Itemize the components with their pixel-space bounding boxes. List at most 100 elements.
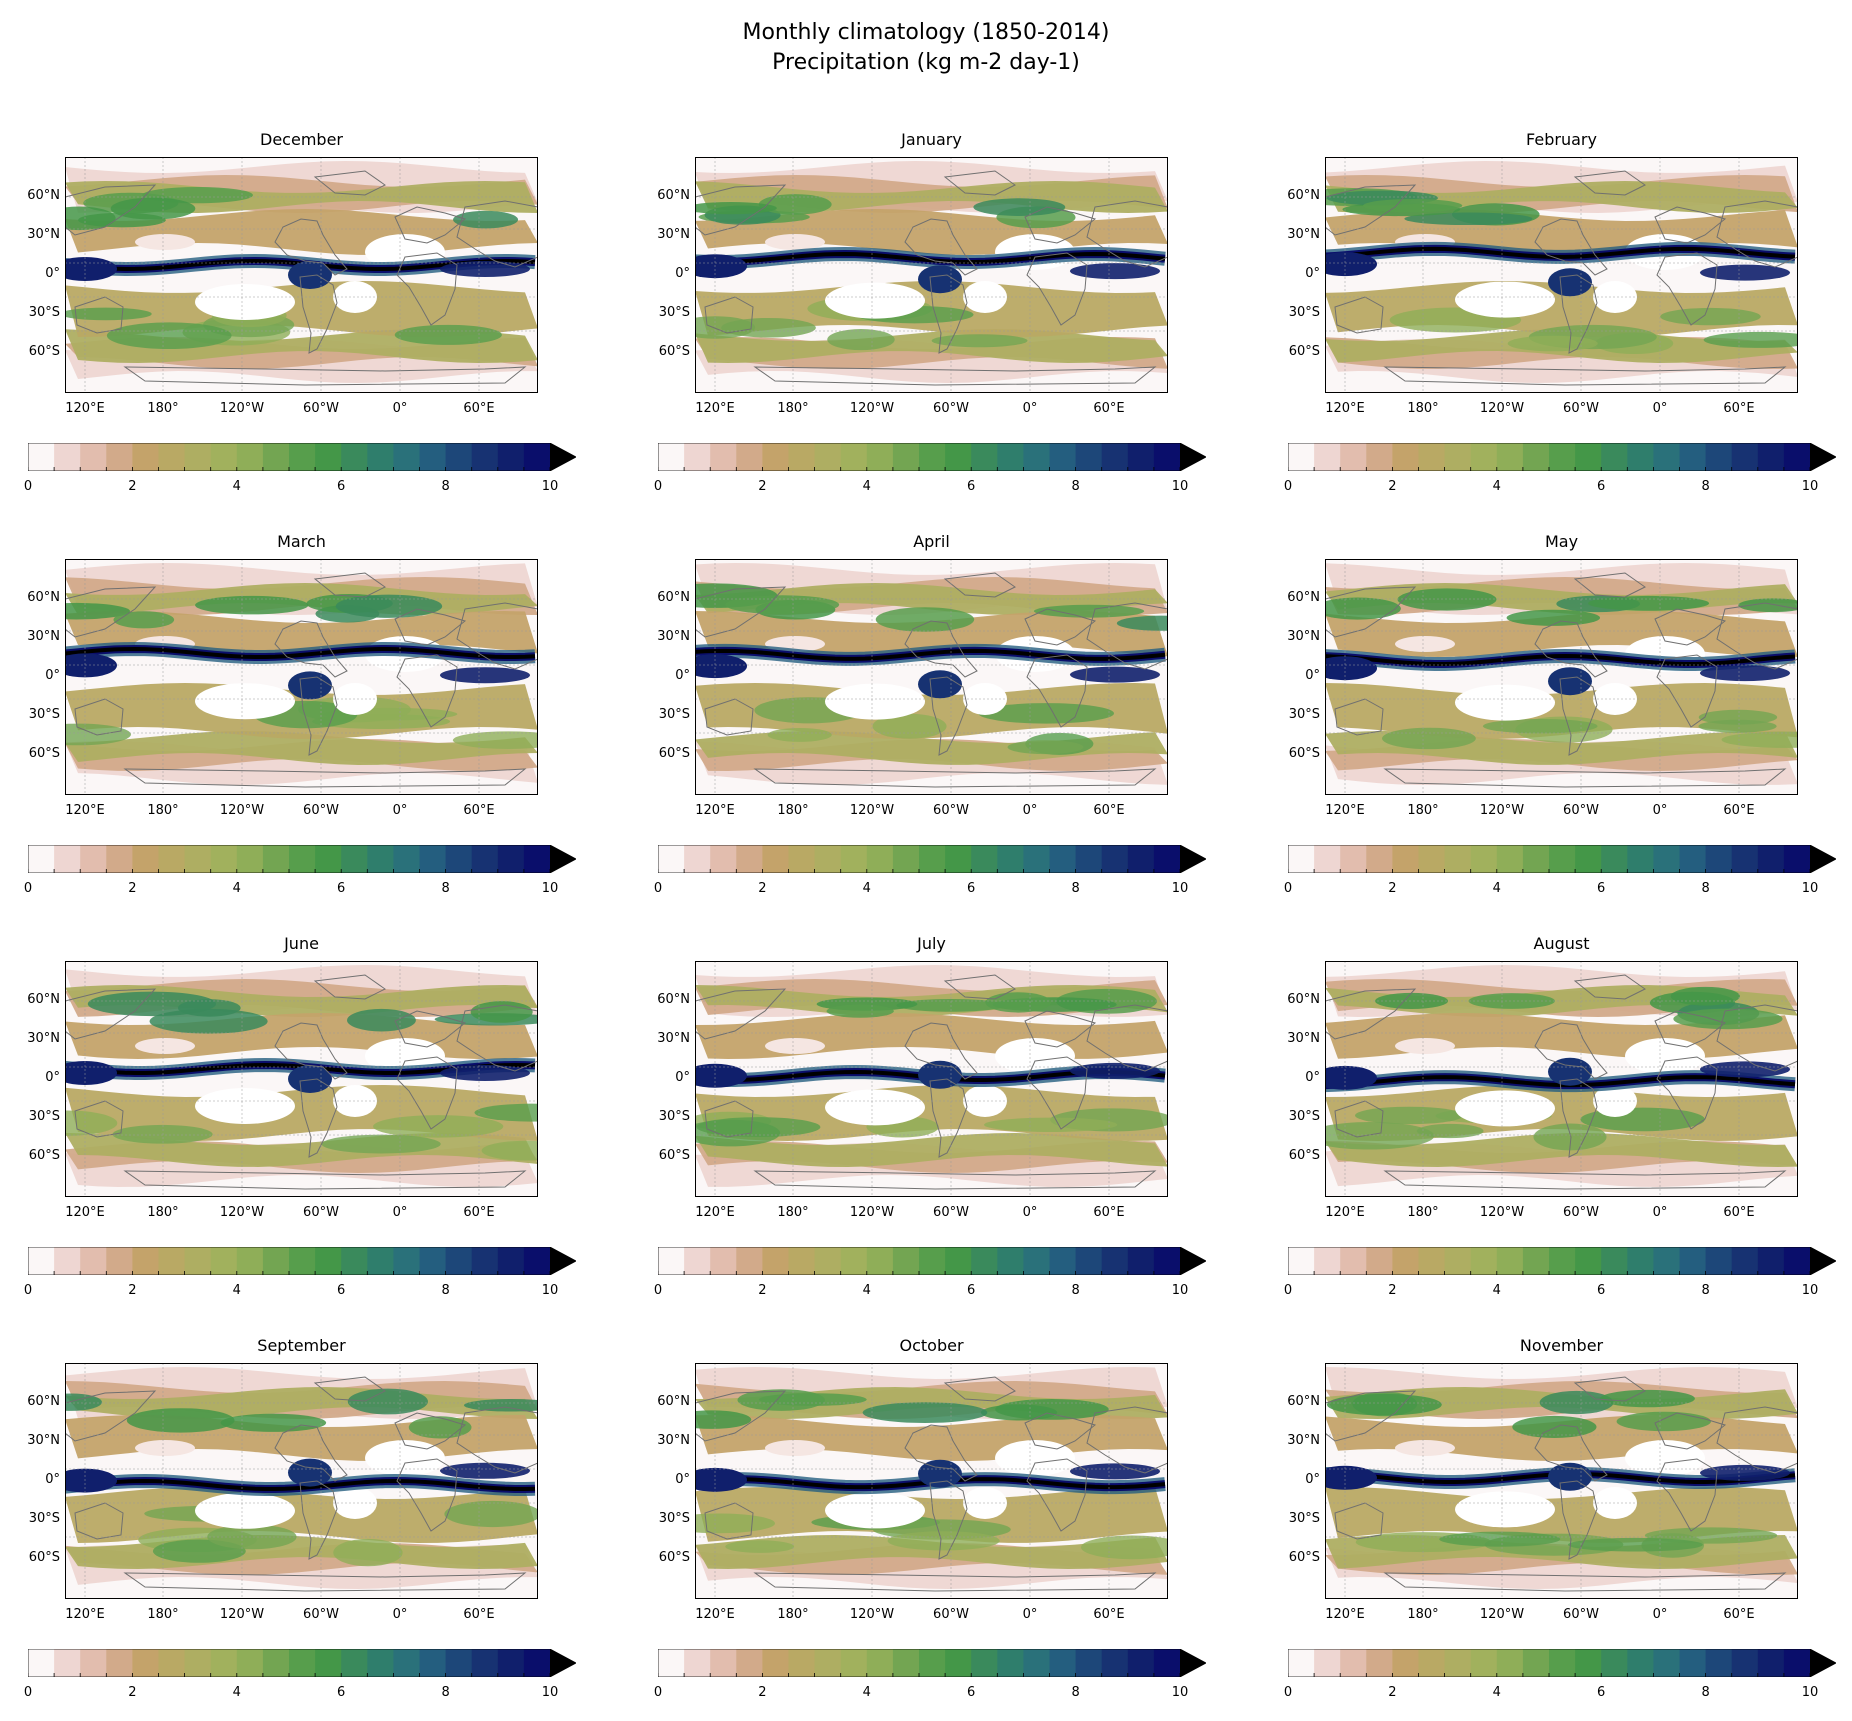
colorbar-segment	[1153, 1649, 1181, 1677]
precipitation-map-svg	[1325, 1363, 1798, 1599]
colorbar-segment	[184, 1247, 212, 1275]
colorbar-segment	[315, 845, 342, 873]
latitude-tick-label: 30°N	[27, 1031, 60, 1046]
colorbar-segment	[184, 1649, 212, 1677]
colorbar-segment	[28, 1649, 55, 1677]
colorbar-segment	[132, 845, 159, 873]
colorbar-segment	[54, 1649, 81, 1677]
longitude-tick-label: 180°	[1407, 401, 1439, 416]
longitude-tick-label: 60°E	[1723, 803, 1755, 818]
colorbar-segment	[840, 443, 868, 471]
colorbar-segment	[80, 1649, 107, 1677]
colorbar-segment	[341, 443, 368, 471]
colorbar-segment	[814, 1247, 842, 1275]
colorbar-segment	[1075, 845, 1103, 873]
colorbar-segment	[762, 1649, 789, 1677]
longitude-tick-label: 120°W	[1479, 803, 1525, 818]
colorbar-segment	[1444, 1649, 1472, 1677]
figure-title-line1: Monthly climatology (1850-2014)	[742, 20, 1110, 45]
colorbar-segment	[1418, 1247, 1446, 1275]
colorbar-tick-label: 2	[758, 881, 767, 896]
longitude-tick-label: 60°W	[1563, 803, 1599, 818]
longitude-tick-label: 120°W	[849, 1205, 895, 1220]
latitude-tick-label: 30°S	[28, 1511, 60, 1526]
latitude-tick-label: 60°S	[1288, 1148, 1320, 1163]
colorbar-segment	[1366, 1649, 1393, 1677]
colorbar-segment	[315, 1247, 342, 1275]
colorbar-extend-arrow	[1810, 845, 1836, 873]
colorbar-segment	[1601, 1649, 1628, 1677]
colorbar-segment	[1366, 1247, 1393, 1275]
latitude-tick-label: 60°N	[27, 1394, 60, 1409]
precipitation-map	[65, 1363, 538, 1599]
colorbar-segment	[1549, 845, 1576, 873]
latitude-tick-label: 30°N	[1287, 1031, 1320, 1046]
longitude-tick-label: 0°	[1652, 1205, 1668, 1220]
latitude-tick-label: 60°S	[658, 344, 690, 359]
colorbar-tick-label: 10	[1801, 479, 1819, 494]
colorbar-segment	[840, 845, 868, 873]
colorbar-segment	[1601, 443, 1628, 471]
colorbar-segment	[736, 1247, 763, 1275]
colorbar-segment	[1679, 845, 1707, 873]
colorbar-extend-arrow	[550, 1247, 576, 1275]
colorbar-tick-label: 6	[1597, 1685, 1606, 1700]
colorbar-tick-label: 8	[1701, 479, 1710, 494]
latitude-tick-label: 60°S	[1288, 1550, 1320, 1565]
latitude-tick-label: 0°	[45, 266, 60, 281]
colorbar-svg	[657, 442, 1207, 472]
colorbar-segment	[1575, 845, 1602, 873]
colorbar-tick-label: 2	[1388, 1685, 1397, 1700]
longitude-tick-label: 60°W	[303, 401, 339, 416]
map-panel: July 60°N 30°N 0° 30°S 60°S 120°E 180° 120°W 60°W…	[630, 804, 1207, 1298]
precipitation-map-svg	[695, 1363, 1168, 1599]
longitude-tick-label: 180°	[1407, 1205, 1439, 1220]
colorbar-tick-label: 6	[1597, 881, 1606, 896]
panel-month-title: November	[1519, 1336, 1604, 1355]
longitude-tick-label: 60°E	[463, 401, 495, 416]
colorbar-tick-label: 0	[653, 1283, 663, 1298]
figure-title-line2: Precipitation (kg m-2 day-1)	[772, 50, 1080, 75]
latitude-tick-label: 30°N	[657, 227, 690, 242]
precipitation-map	[1325, 1363, 1798, 1599]
longitude-tick-label: 0°	[392, 401, 408, 416]
colorbar	[657, 442, 1207, 472]
latitude-tick-label: 0°	[45, 1070, 60, 1085]
latitude-tick-label: 30°S	[658, 305, 690, 320]
colorbar-tick-label: 6	[967, 1283, 976, 1298]
colorbar-segment	[1314, 1649, 1341, 1677]
colorbar-segment	[419, 845, 447, 873]
colorbar-segment	[1470, 443, 1498, 471]
colorbar-segment	[1418, 443, 1446, 471]
map-panel: May 60°N 30°N 0° 30°S 60°S 120°E 180° 120°W 60°W 0…	[1260, 402, 1837, 896]
colorbar-segment	[1601, 845, 1628, 873]
colorbar	[27, 1246, 577, 1276]
latitude-tick-label: 60°N	[1287, 992, 1320, 1007]
colorbar-segment	[710, 443, 737, 471]
colorbar-segment	[1288, 1247, 1315, 1275]
latitude-tick-label: 30°N	[657, 1031, 690, 1046]
colorbar-segment	[1731, 1649, 1759, 1677]
colorbar-segment	[945, 443, 972, 471]
colorbar-tick-label: 8	[441, 1685, 450, 1700]
colorbar-segment	[80, 845, 107, 873]
colorbar-segment	[1575, 443, 1602, 471]
colorbar-segment	[1705, 1247, 1733, 1275]
colorbar-segment	[919, 1649, 946, 1677]
colorbar-tick-label: 8	[1701, 1685, 1710, 1700]
colorbar-segment	[710, 1649, 737, 1677]
colorbar-segment	[1627, 443, 1654, 471]
colorbar-segment	[184, 845, 212, 873]
latitude-tick-label: 30°N	[27, 629, 60, 644]
colorbar-segment	[1049, 443, 1077, 471]
colorbar-segment	[523, 1649, 551, 1677]
colorbar-segment	[1496, 1649, 1524, 1677]
colorbar-segment	[788, 1649, 816, 1677]
colorbar-segment	[710, 845, 737, 873]
precipitation-map-svg	[65, 157, 538, 393]
latitude-tick-label: 60°S	[1288, 344, 1320, 359]
colorbar-segment	[158, 1649, 186, 1677]
longitude-tick-label: 60°W	[933, 803, 969, 818]
colorbar-segment	[523, 845, 551, 873]
colorbar-tick-label: 8	[1071, 1685, 1080, 1700]
